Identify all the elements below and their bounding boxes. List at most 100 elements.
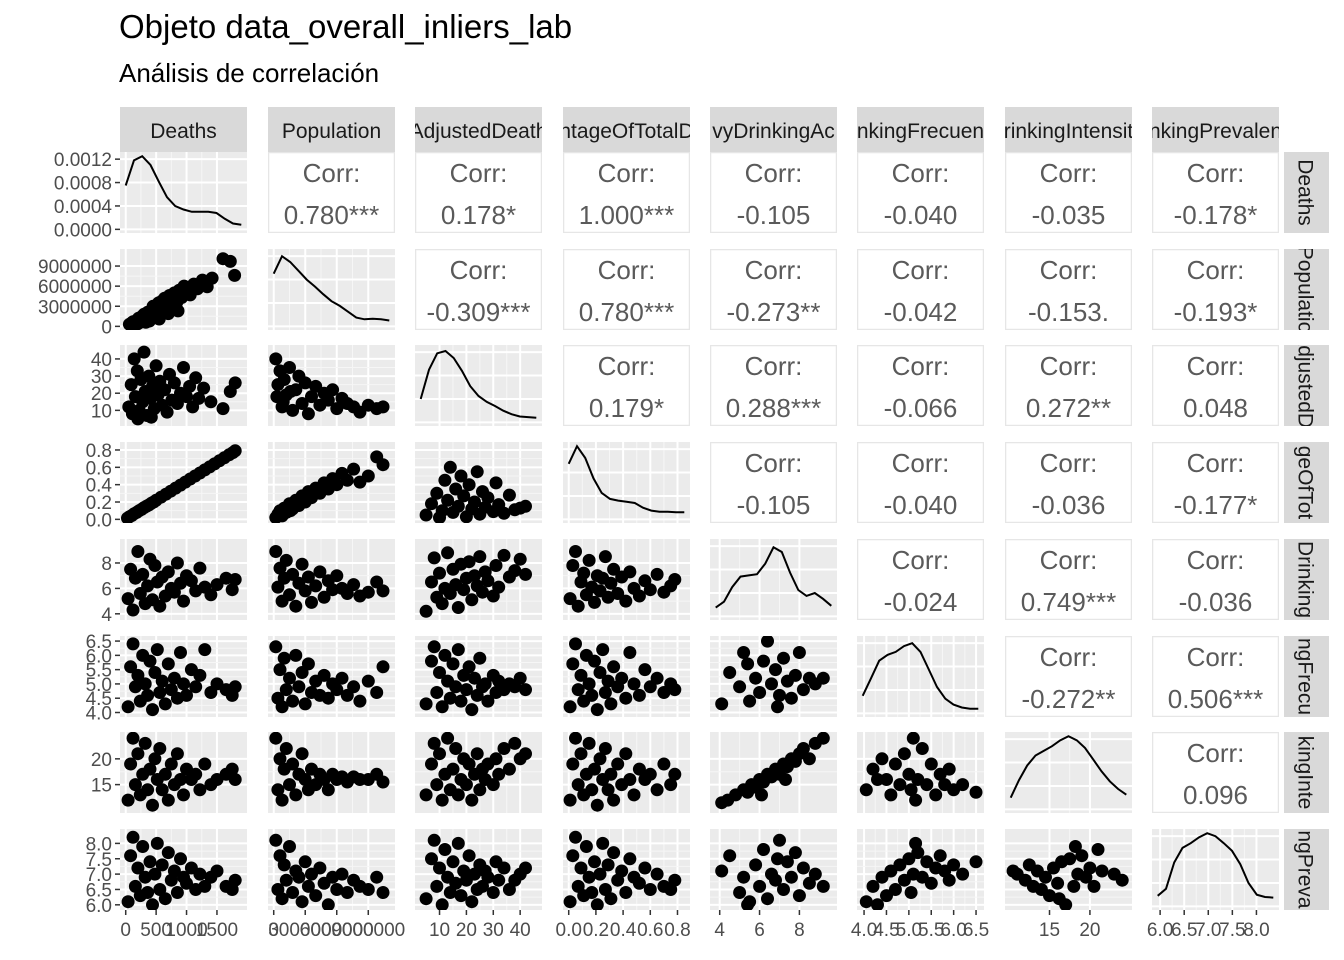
scatter-point bbox=[228, 573, 242, 586]
panel: Corr: 0.096 bbox=[1152, 732, 1279, 813]
scatter-point bbox=[737, 646, 751, 659]
scatter-point bbox=[301, 407, 315, 421]
panel bbox=[415, 732, 542, 813]
panel bbox=[120, 345, 247, 426]
panel bbox=[857, 732, 984, 813]
scatter-point bbox=[279, 553, 293, 567]
correlation-value: -0.042 bbox=[884, 297, 958, 327]
scatter-point bbox=[519, 683, 532, 697]
y-tick-label: 6.0 bbox=[86, 896, 112, 917]
strip-top-label: nkingFrecuen bbox=[857, 120, 984, 143]
correlation-label: Corr: bbox=[745, 351, 803, 381]
x-tick-label: 500 bbox=[140, 920, 172, 941]
correlation-label: Corr: bbox=[450, 158, 508, 188]
strip-right-bg bbox=[1284, 732, 1329, 813]
scatter-point bbox=[1052, 892, 1066, 906]
scatter-point bbox=[124, 849, 138, 863]
scatter-point bbox=[956, 867, 970, 881]
density-curve bbox=[861, 642, 979, 710]
scatter-point bbox=[623, 565, 637, 579]
scatter-point bbox=[715, 864, 729, 878]
scatter-point bbox=[468, 569, 481, 583]
scatter-point bbox=[611, 587, 625, 600]
scatter-point bbox=[582, 870, 596, 884]
scatter-point bbox=[158, 697, 172, 711]
scatter-point bbox=[277, 858, 291, 872]
scatter-point bbox=[462, 555, 476, 569]
scatter-point bbox=[476, 585, 489, 599]
y-tick-label: 0.0008 bbox=[54, 174, 112, 195]
scatter-point bbox=[210, 864, 224, 878]
correlation-value: -0.036 bbox=[1032, 490, 1106, 520]
x-tick-label: 10 bbox=[429, 920, 450, 941]
correlation-value: -0.040 bbox=[884, 200, 958, 230]
scatter-point bbox=[177, 677, 190, 691]
scatter-point bbox=[859, 783, 873, 797]
scatter-point bbox=[571, 683, 585, 697]
panel-background bbox=[1152, 829, 1279, 910]
correlation-label: Corr: bbox=[892, 255, 950, 285]
panel-background bbox=[1005, 732, 1132, 813]
scatter-point bbox=[376, 660, 390, 674]
scatter-point bbox=[780, 855, 794, 869]
correlation-value: -0.153. bbox=[1028, 297, 1109, 327]
panel: Corr: 0.749*** bbox=[1005, 539, 1132, 620]
scatter-point bbox=[170, 397, 184, 410]
panel: Corr: -0.035 bbox=[1005, 152, 1132, 233]
scatter-point bbox=[228, 773, 242, 786]
scatter-point bbox=[193, 668, 207, 682]
scatter-point bbox=[588, 595, 601, 609]
scatter-point bbox=[275, 892, 289, 906]
chart-title: Objeto data_overall_inliers_lab bbox=[119, 8, 573, 45]
scatter-point bbox=[131, 861, 145, 875]
scatter-point bbox=[632, 688, 646, 702]
scatter-point bbox=[497, 742, 511, 755]
scatter-point bbox=[871, 773, 884, 786]
scatter-point bbox=[275, 793, 289, 807]
x-tick-label: 8 bbox=[794, 920, 805, 941]
scatter-point bbox=[601, 858, 615, 872]
correlation-value: -0.040 bbox=[884, 490, 958, 520]
scatter-point bbox=[569, 830, 582, 844]
panel bbox=[268, 636, 395, 717]
strip-top-bg bbox=[120, 107, 247, 152]
panel bbox=[120, 249, 247, 330]
strip-right-bg bbox=[1284, 829, 1329, 910]
scatter-point bbox=[508, 564, 522, 578]
y-tick-label: 40 bbox=[91, 350, 112, 371]
scatter-point bbox=[153, 599, 167, 613]
scatter-point bbox=[590, 703, 604, 717]
correlation-value: 0.749*** bbox=[1021, 587, 1116, 617]
scatter-point bbox=[279, 742, 293, 755]
scatter-point bbox=[433, 511, 446, 523]
scatter-point bbox=[497, 861, 511, 875]
scatter-point bbox=[715, 697, 729, 711]
panel: Corr: 0.178* bbox=[415, 152, 542, 233]
density-curve bbox=[715, 545, 832, 609]
scatter-point bbox=[204, 588, 218, 602]
scatter-point bbox=[451, 788, 465, 802]
panel: Corr: -0.040 bbox=[857, 152, 984, 233]
scatter-point bbox=[465, 793, 479, 807]
scatter-point bbox=[468, 671, 481, 685]
scatter-point bbox=[627, 677, 641, 691]
correlation-panel bbox=[857, 249, 984, 330]
correlation-value: 0.272** bbox=[1026, 393, 1111, 423]
scatter-point bbox=[668, 683, 682, 697]
correlation-value: 1.000*** bbox=[579, 200, 674, 230]
scatter-point bbox=[225, 762, 239, 776]
scatter-point bbox=[427, 640, 441, 654]
correlation-label: Corr: bbox=[892, 448, 950, 478]
x-tick-label: 0.4 bbox=[610, 920, 637, 941]
panel bbox=[268, 732, 395, 813]
scatter-point bbox=[171, 304, 185, 318]
scatter-point bbox=[733, 680, 747, 694]
scatter-point bbox=[435, 898, 449, 910]
scatter-point bbox=[508, 736, 522, 750]
scatter-point bbox=[438, 843, 452, 856]
y-tick-label: 0 bbox=[101, 317, 112, 338]
correlation-panel bbox=[710, 152, 837, 233]
scatter-point bbox=[741, 657, 755, 671]
scatter-point bbox=[143, 654, 157, 668]
scatter-point bbox=[502, 762, 516, 776]
